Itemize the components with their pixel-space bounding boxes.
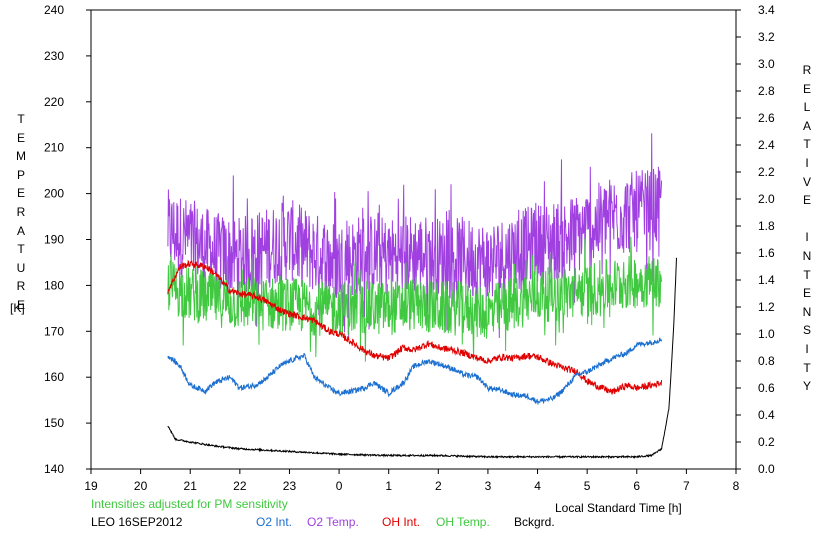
y-left-tick-label: 170 <box>44 324 64 338</box>
axis-title-letter: E <box>802 286 811 301</box>
axis-title-letter: T <box>803 267 811 282</box>
axis-title-letter: R <box>802 63 812 77</box>
x-tick-label: 4 <box>534 479 541 493</box>
y-left-tick-label: 150 <box>44 416 64 430</box>
axis-title-letter: A <box>16 223 25 238</box>
legend-item: Bckgrd. <box>514 515 555 529</box>
x-tick-label: 0 <box>336 479 343 493</box>
axis-title-letter: R <box>16 204 26 219</box>
axis-title-letter: U <box>16 260 26 275</box>
axis-title-letter: T <box>17 242 25 257</box>
y-right-tick-label: 0.2 <box>758 435 775 449</box>
x-tick-label: 19 <box>84 479 98 493</box>
y-right-tick-label: 1.0 <box>758 327 775 341</box>
y-right-tick-label: 2.0 <box>758 192 775 206</box>
y-right-tick-label: 3.2 <box>758 30 775 44</box>
left-axis-unit: [K] <box>10 301 25 315</box>
axis-title-letter: V <box>802 174 811 189</box>
y-right-tick-label: 0.8 <box>758 354 775 368</box>
x-tick-label: 5 <box>584 479 591 493</box>
series-line-o2-temp <box>167 133 663 339</box>
y-right-tick-label: 0.6 <box>758 381 775 395</box>
axis-title-letter: N <box>802 304 812 319</box>
axis-title-letter: E <box>802 193 811 208</box>
x-tick-label: 8 <box>733 479 740 493</box>
series-line-bckgrd <box>167 257 677 460</box>
axis-title-letter: N <box>802 248 812 263</box>
series-group <box>167 133 677 460</box>
y-right-tick-label: 1.8 <box>758 219 775 233</box>
y-right-tick-label: 1.4 <box>758 273 775 287</box>
y-right-tick-label: 2.2 <box>758 165 775 179</box>
x-tick-label: 2 <box>435 479 442 493</box>
x-tick-label: 1 <box>385 479 392 493</box>
axis-title-letter: S <box>802 323 811 338</box>
y-left-tick-label: 220 <box>44 95 64 109</box>
axis-title-letter: M <box>16 149 26 164</box>
axis-title-letter: P <box>16 167 25 182</box>
y-left-tick-label: 190 <box>44 233 64 247</box>
axis-ticks: 19 20 21 22 23 0 1 2 3 4 5 6 7 8140150160170180190200… <box>44 3 775 493</box>
axis-title-letter: A <box>802 118 811 133</box>
axis-title-letter: T <box>803 137 811 152</box>
y-right-tick-label: 0.0 <box>758 462 775 476</box>
legend-item: O2 Int. <box>256 515 293 529</box>
y-right-tick-label: 2.4 <box>758 138 775 152</box>
x-tick-label: 23 <box>283 479 297 493</box>
x-tick-label: 20 <box>134 479 148 493</box>
y-right-tick-label: 1.6 <box>758 246 775 260</box>
axis-title-letter: T <box>803 360 811 375</box>
axis-title-letter: I <box>805 155 809 170</box>
x-tick-label: 6 <box>633 479 640 493</box>
note-text: Intensities adjusted for PM sensitivity <box>91 497 288 511</box>
station-date: LEO 16SEP2012 <box>91 515 183 529</box>
axis-title-letter: Y <box>802 379 811 394</box>
y-right-tick-label: 2.6 <box>758 111 775 125</box>
series-line-o2-int <box>167 337 663 406</box>
y-right-tick-label: 2.8 <box>758 84 775 98</box>
axis-title-letter: T <box>17 112 25 126</box>
axis-title-letter: E <box>16 130 25 145</box>
x-tick-label: 7 <box>683 479 690 493</box>
y-left-tick-label: 210 <box>44 141 64 155</box>
axis-title-letter <box>800 210 814 229</box>
y-left-tick-label: 140 <box>44 462 64 476</box>
series-line-oh-temp <box>167 236 663 362</box>
legend-item: OH Int. <box>382 515 421 529</box>
y-right-tick-label: 3.0 <box>758 57 775 71</box>
x-tick-label: 3 <box>485 479 492 493</box>
y-left-tick-label: 230 <box>44 49 64 63</box>
y-left-tick-label: 180 <box>44 278 64 292</box>
y-right-tick-label: 1.2 <box>758 300 775 314</box>
axis-title-letter: E <box>16 186 25 201</box>
x-tick-label: 21 <box>184 479 198 493</box>
y-right-tick-label: 0.4 <box>758 408 775 422</box>
legend-item: O2 Temp. <box>307 515 359 529</box>
axis-title-letter: L <box>803 100 811 115</box>
y-right-tick-label: 3.4 <box>758 3 775 17</box>
legend-item: OH Temp. <box>436 515 490 529</box>
y-left-tick-label: 160 <box>44 370 64 384</box>
axis-title-letter: I <box>805 341 809 356</box>
axis-title-letter: R <box>16 279 26 294</box>
axis-title-letter: E <box>802 81 811 96</box>
x-tick-label: 22 <box>233 479 247 493</box>
y-left-tick-label: 240 <box>44 3 64 17</box>
axis-title-letter: E <box>16 297 25 312</box>
axis-title-letter: I <box>805 230 809 245</box>
y-left-tick-label: 200 <box>44 187 64 201</box>
x-axis-title: Local Standard Time [h] <box>555 501 682 515</box>
